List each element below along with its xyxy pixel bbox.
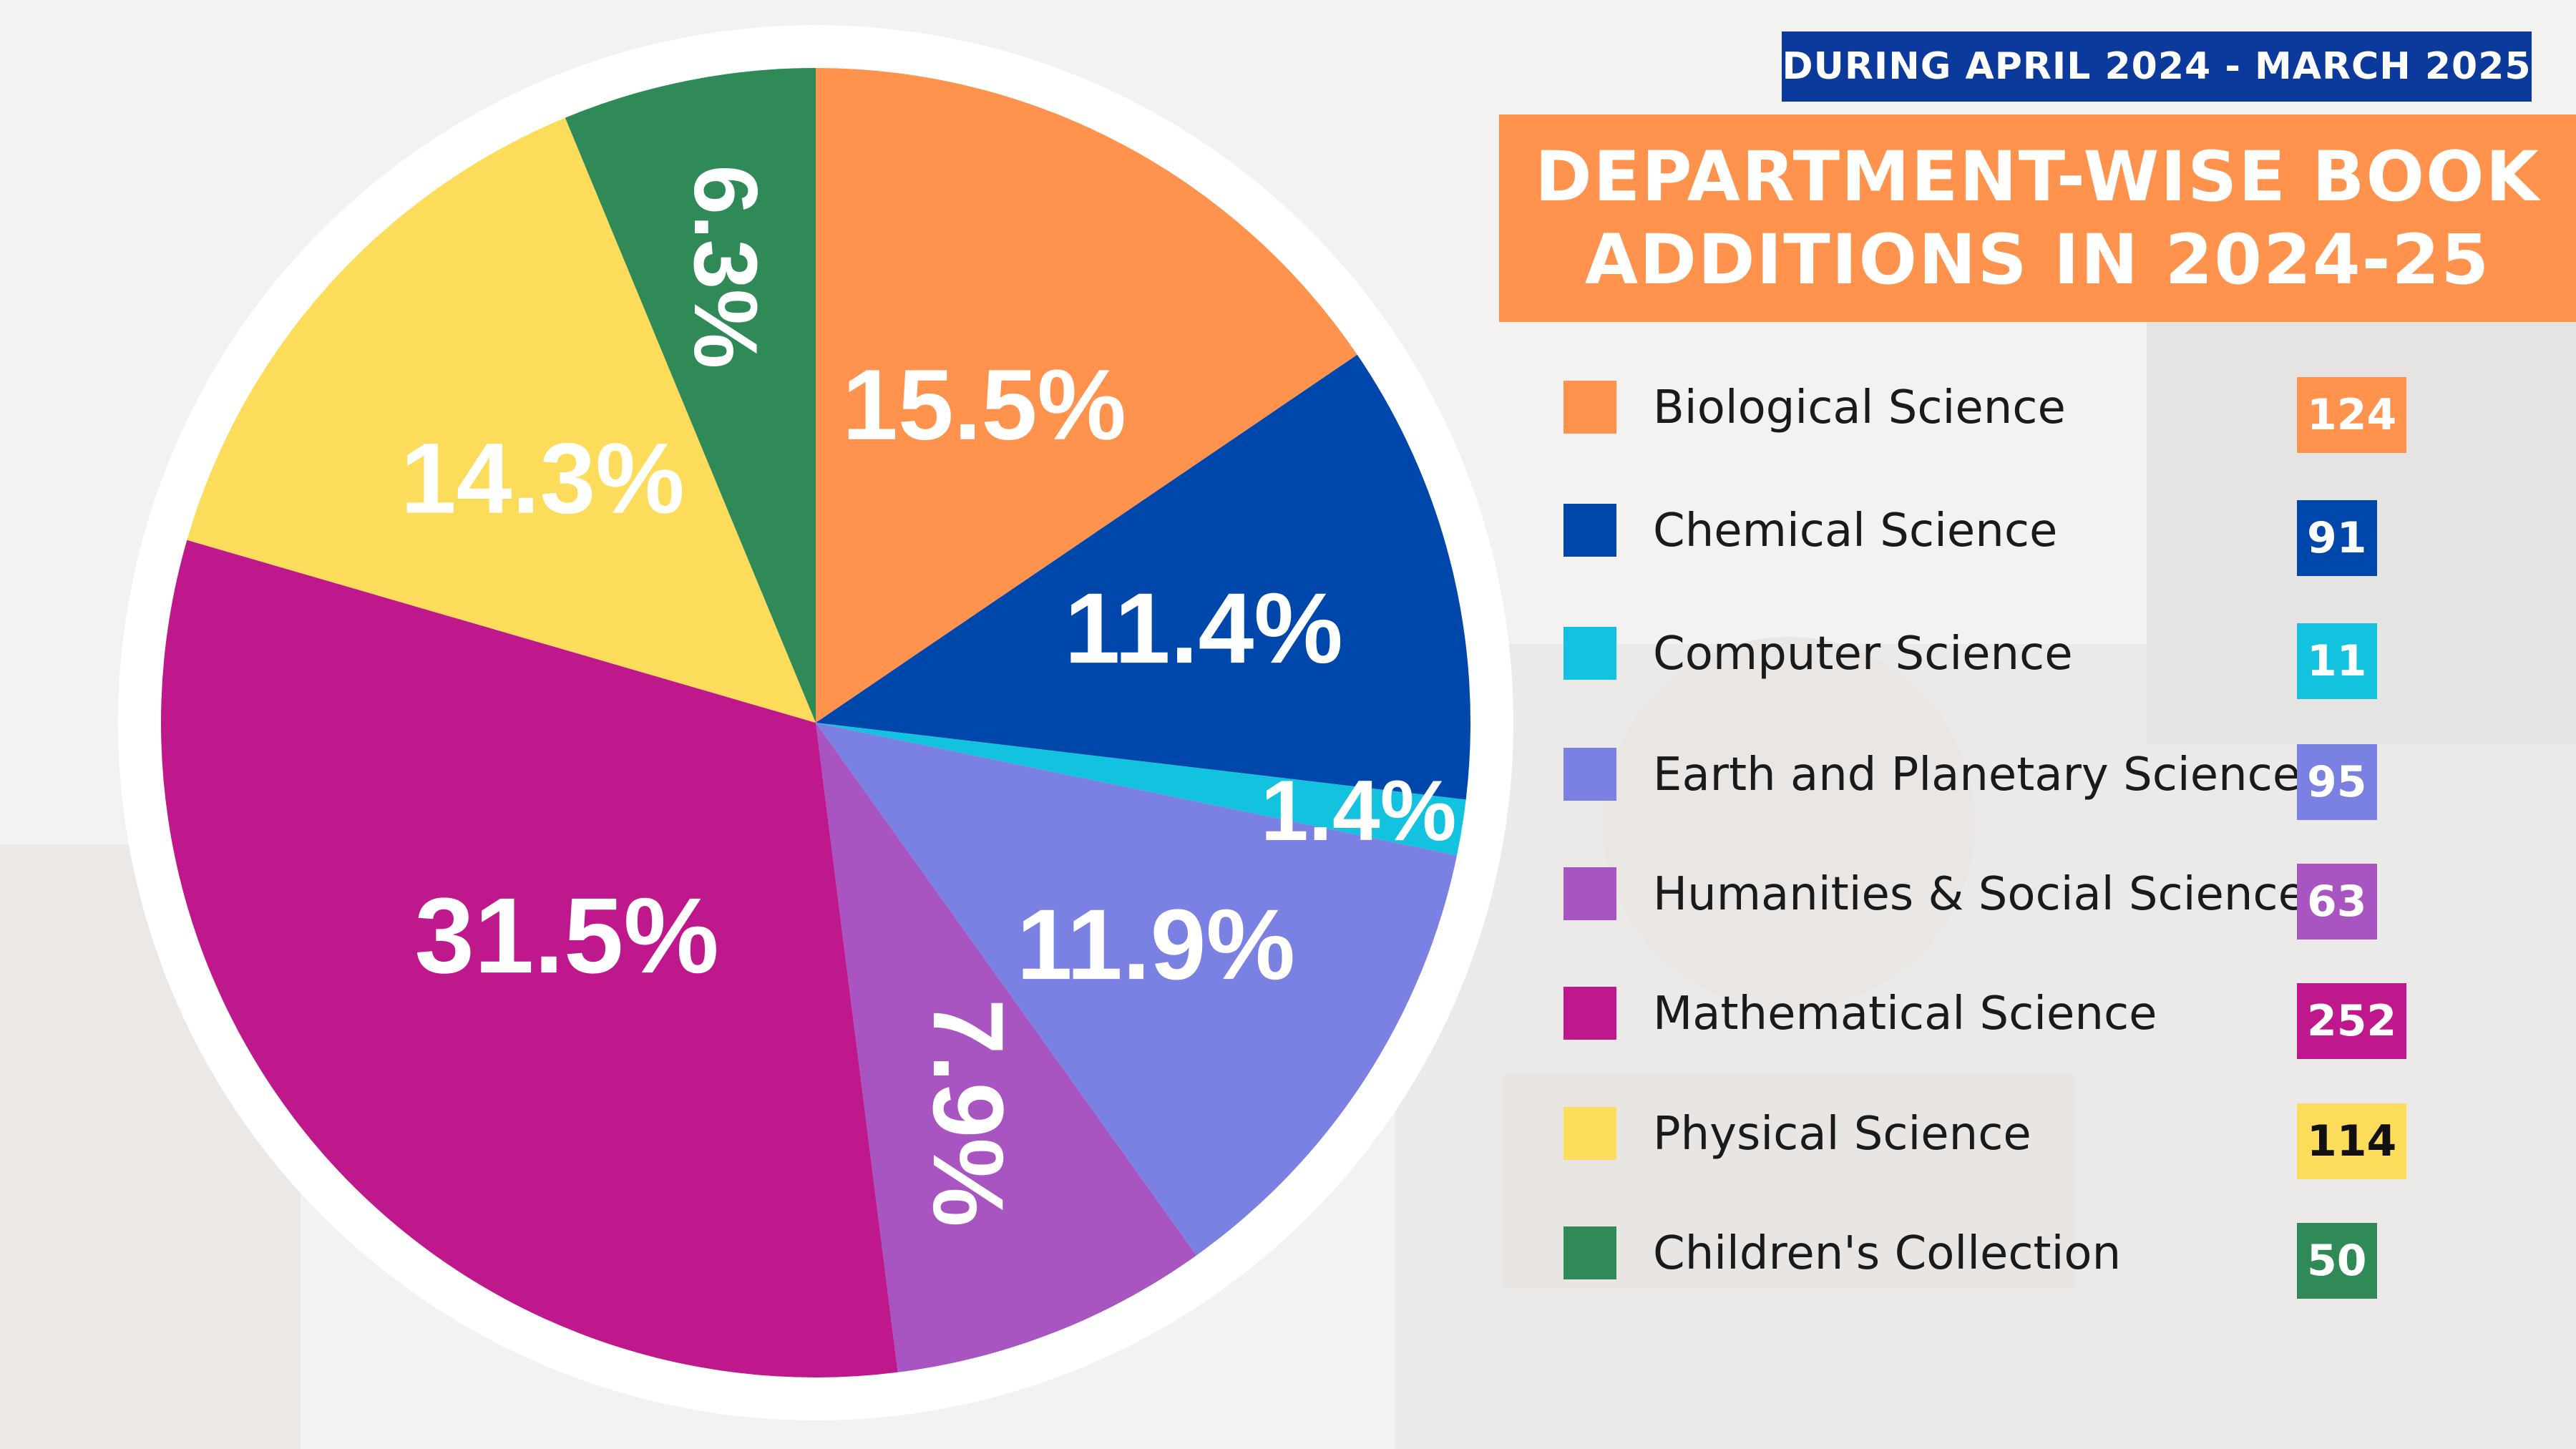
legend-swatch bbox=[1563, 1107, 1616, 1160]
legend-item: Physical Science 114 bbox=[1563, 1080, 2494, 1179]
legend-label: Biological Science bbox=[1653, 381, 2066, 434]
pie-slice-label: 1.4% bbox=[1261, 763, 1457, 859]
pie-slice-label: 11.4% bbox=[1065, 572, 1343, 684]
legend-value-badge: 114 bbox=[2297, 1103, 2407, 1179]
legend-label: Children's Collection bbox=[1653, 1227, 2122, 1280]
legend-label: Mathematical Science bbox=[1653, 987, 2157, 1040]
legend-swatch bbox=[1563, 504, 1616, 557]
pie-slice-mathematical-science bbox=[161, 540, 898, 1377]
legend-value-badge: 124 bbox=[2297, 377, 2407, 453]
pie-slice-computer-science bbox=[816, 723, 1466, 856]
pie-slice-humanities-social-science bbox=[816, 723, 1196, 1372]
legend-value-badge: 252 bbox=[2297, 983, 2407, 1059]
legend: Biological Science 124 Chemical Science … bbox=[1563, 0, 2494, 1449]
legend-label: Earth and Planetary Science bbox=[1653, 748, 2301, 801]
pie-slice-earth-and-planetary-science bbox=[816, 723, 1457, 1256]
legend-item: Children's Collection 50 bbox=[1563, 1200, 2494, 1299]
legend-value-badge: 63 bbox=[2297, 864, 2377, 940]
legend-value-badge: 91 bbox=[2297, 500, 2377, 576]
legend-item: Humanities & Social Science 63 bbox=[1563, 841, 2494, 940]
pie-slice-biological-science bbox=[816, 68, 1357, 723]
legend-label: Humanities & Social Science bbox=[1653, 868, 2306, 921]
pie-slice-label: 6.3% bbox=[675, 165, 775, 369]
legend-value-badge: 11 bbox=[2297, 623, 2377, 699]
legend-swatch bbox=[1563, 1226, 1616, 1279]
pie-slice-label: 11.9% bbox=[1017, 888, 1295, 1000]
legend-label: Computer Science bbox=[1653, 628, 2073, 680]
legend-item: Computer Science 11 bbox=[1563, 600, 2494, 699]
legend-label: Chemical Science bbox=[1653, 504, 2058, 557]
pie-slice-children-s-collection bbox=[565, 68, 816, 723]
pie-slice-label: 31.5% bbox=[414, 875, 718, 995]
legend-item: Chemical Science 91 bbox=[1563, 477, 2494, 576]
legend-swatch bbox=[1563, 627, 1616, 680]
chart-title: DEPARTMENT-WISE BOOK ADDITIONS IN 2024-2… bbox=[1499, 114, 2576, 322]
legend-label: Physical Science bbox=[1653, 1108, 2031, 1161]
legend-value-badge: 95 bbox=[2297, 744, 2377, 820]
chart-title-line-2: ADDITIONS IN 2024-25 bbox=[1584, 220, 2491, 300]
pie-slice-chemical-science bbox=[816, 354, 1470, 800]
legend-item: Mathematical Science 252 bbox=[1563, 960, 2494, 1059]
legend-value-badge: 50 bbox=[2297, 1223, 2377, 1299]
legend-item: Earth and Planetary Science 95 bbox=[1563, 721, 2494, 820]
pie-slice-physical-science bbox=[187, 117, 816, 723]
legend-item: Biological Science 124 bbox=[1563, 354, 2494, 453]
legend-swatch bbox=[1563, 987, 1616, 1040]
legend-swatch bbox=[1563, 381, 1616, 434]
pie-slice-label: 14.3% bbox=[401, 422, 685, 535]
pie-chart: 15.5% 11.4% 1.4% 11.9%7.9% 31.5% 14.3% 6.3% bbox=[118, 25, 1513, 1420]
chart-title-line-1: DEPARTMENT-WISE BOOK bbox=[1534, 137, 2541, 217]
pie-slice-label: 7.9% bbox=[912, 999, 1025, 1227]
legend-swatch bbox=[1563, 748, 1616, 801]
legend-swatch bbox=[1563, 867, 1616, 920]
period-banner: DURING APRIL 2024 - MARCH 2025 bbox=[1782, 31, 2532, 102]
pie-slice-label: 15.5% bbox=[842, 348, 1126, 461]
